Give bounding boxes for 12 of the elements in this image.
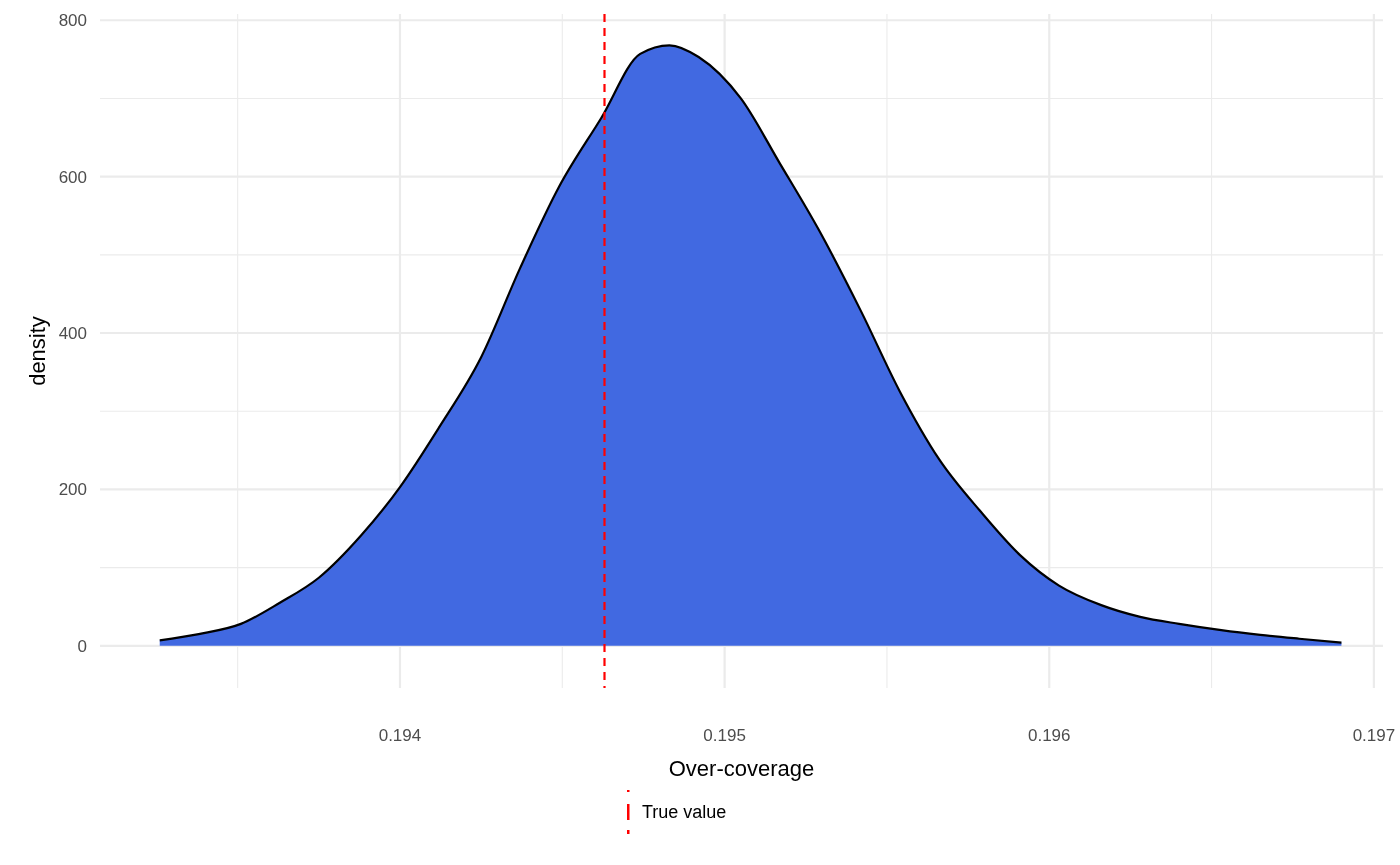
y-tick-label: 600 (58, 167, 87, 187)
y-tick-label: 200 (58, 480, 87, 500)
x-axis-title: Over-coverage (668, 756, 815, 781)
x-tick-label: 0.196 (1027, 726, 1071, 745)
legend-label: True value (642, 802, 727, 823)
y-tick-label: 400 (58, 323, 87, 343)
x-tick-label: 0.197 (1352, 726, 1396, 745)
x-tick-label: 0.194 (378, 726, 422, 745)
y-tick-label: 800 (58, 11, 87, 31)
y-axis-title: density (25, 316, 50, 386)
y-tick-label: 0 (77, 636, 87, 656)
x-tick-label: 0.195 (703, 726, 746, 745)
